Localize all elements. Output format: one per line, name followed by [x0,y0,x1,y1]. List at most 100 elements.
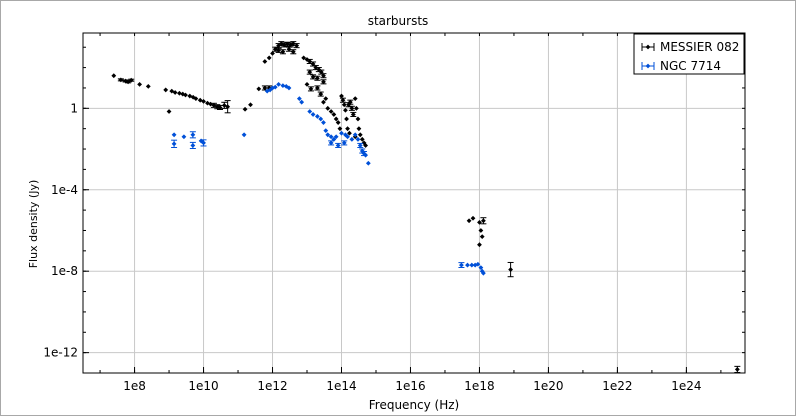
data-point [361,140,367,146]
data-point [325,132,331,138]
chart-title: starbursts [368,14,429,28]
data-point [352,132,358,138]
data-point [359,136,365,142]
y-tick-label: 1 [70,101,78,115]
data-point [201,98,206,104]
data-point [183,92,188,98]
data-point [225,104,231,110]
data-point [335,120,341,125]
data-point [118,77,124,83]
data-point [314,114,320,119]
series-ngc-7714 [171,81,486,276]
y-tick-labels: 1 1e-4 1e-8 1e-12 [43,101,78,359]
data-point [145,83,151,89]
data-point [266,55,272,61]
data-point [352,96,358,101]
legend: MESSIER 082 NGC 7714 [633,33,745,75]
data-point [201,140,206,146]
y-axis-label: Flux density (Jy) [27,180,40,269]
data-point [190,94,196,100]
data-point [180,91,186,97]
x-tick-label: 1e14 [326,379,356,393]
data-point [466,218,472,224]
data-point [477,219,482,225]
data-point [333,134,339,140]
data-point [477,242,482,248]
data-point [318,69,324,75]
data-point [508,267,514,272]
data-point [301,55,307,61]
data-point [286,85,292,91]
data-point [208,101,213,107]
data-point [357,143,363,148]
data-point [241,132,247,138]
x-tick-label: 1e20 [533,379,563,393]
data-point [478,228,484,233]
data-point [361,151,367,156]
x-tick-labels: 1e8 1e10 1e12 1e14 1e16 1e18 1e20 1e22 1e24 [123,379,701,393]
data-point [480,218,486,224]
data-point [469,262,475,268]
data-point [341,102,347,108]
data-point [314,85,320,91]
data-point [290,41,296,47]
data-point [294,43,300,49]
data-point [478,265,484,271]
data-point [256,86,262,92]
data-point [313,65,319,70]
data-point [166,109,172,114]
data-point [280,49,286,55]
data-point [472,262,478,268]
x-tick-label: 1e8 [123,379,146,393]
data-point [214,104,220,110]
data-point [345,126,350,132]
data-point [308,86,314,92]
data-point [465,262,470,268]
legend-marker-point [645,44,651,50]
data-point [217,105,223,110]
data-point [270,85,275,91]
plot-area [83,33,745,373]
data-point [307,69,313,75]
x-tick-label: 1e16 [395,379,425,393]
data-point [262,85,268,91]
data-point [328,134,334,140]
x-tick-label: 1e18 [464,379,494,393]
x-axis-label: Frequency (Hz) [369,398,460,412]
data-point [340,97,346,103]
data-point [221,102,227,108]
data-point [335,143,341,148]
y-tick-label: 1e-4 [51,183,78,197]
data-point [281,42,287,48]
data-point [299,99,305,105]
data-point [365,160,371,166]
data-point [339,93,344,99]
data-point [321,120,326,125]
data-point [480,270,486,276]
legend-label: NGC 7714 [660,59,721,73]
data-point [128,77,134,83]
data-point [318,116,324,122]
data-point [177,90,182,96]
data-point [363,143,369,148]
data-point [734,367,740,372]
data-point [357,132,363,138]
data-point [163,87,169,93]
data-point [169,88,175,94]
data-point [286,46,292,52]
data-point [321,73,326,79]
data-point [248,102,253,108]
data-point [187,93,193,99]
data-point [350,112,356,117]
data-point [353,105,359,111]
data-point [205,100,210,106]
data-point [280,83,286,89]
x-tick-label: 1e12 [257,379,287,393]
x-tick-label: 1e10 [188,379,218,393]
data-point [355,136,361,142]
data-point [111,73,117,79]
data-point [355,116,361,122]
y-tick-label: 1e-12 [43,346,78,360]
